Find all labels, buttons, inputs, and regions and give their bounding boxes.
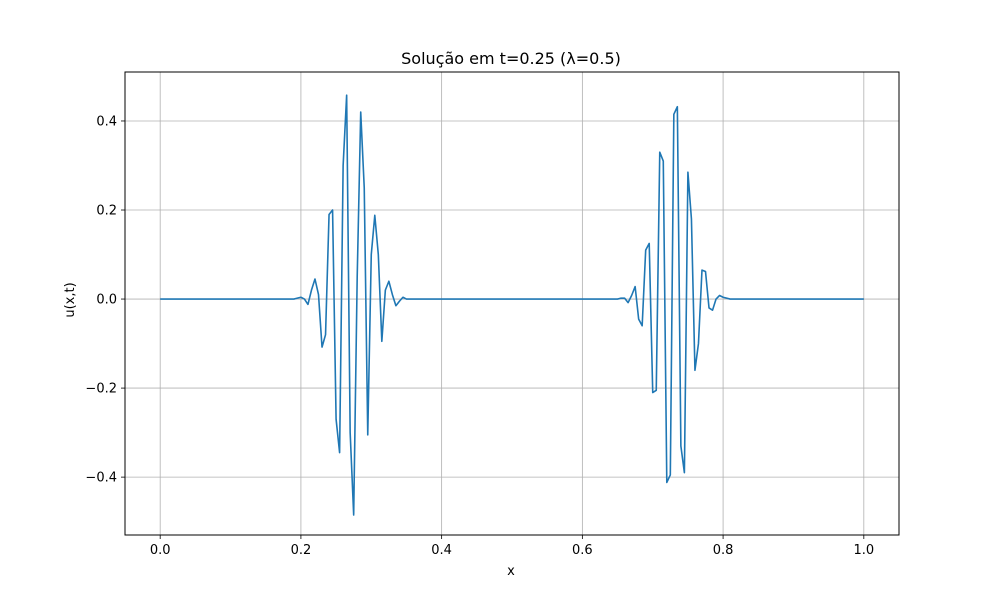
grid-lines: [125, 72, 899, 535]
y-tick-label: −0.2: [85, 382, 117, 397]
x-tick-label: 0.4: [431, 543, 452, 558]
x-tick-label: 1.0: [853, 543, 874, 558]
x-tick-label: 0.6: [572, 543, 593, 558]
chart-title: Solução em t=0.25 (λ=0.5): [401, 49, 621, 68]
y-tick-label: 0.0: [96, 293, 117, 308]
y-tick-label: −0.4: [85, 471, 117, 486]
y-tick-label: 0.2: [96, 204, 117, 219]
x-tick-label: 0.0: [150, 543, 171, 558]
y-tick-label: 0.4: [96, 114, 117, 129]
series-line-0: [160, 94, 864, 516]
x-tick-label: 0.8: [713, 543, 734, 558]
y-axis-ticks: −0.4 −0.2 0.0 0.2 0.4: [85, 114, 125, 486]
y-axis-label: u(x,t): [63, 282, 78, 317]
series-layer: [160, 94, 864, 516]
x-axis-label: x: [507, 564, 515, 579]
x-axis-ticks: 0.0 0.2 0.4 0.6 0.8 1.0: [150, 535, 874, 558]
plot-frame: [124, 71, 900, 536]
x-tick-label: 0.2: [291, 543, 312, 558]
